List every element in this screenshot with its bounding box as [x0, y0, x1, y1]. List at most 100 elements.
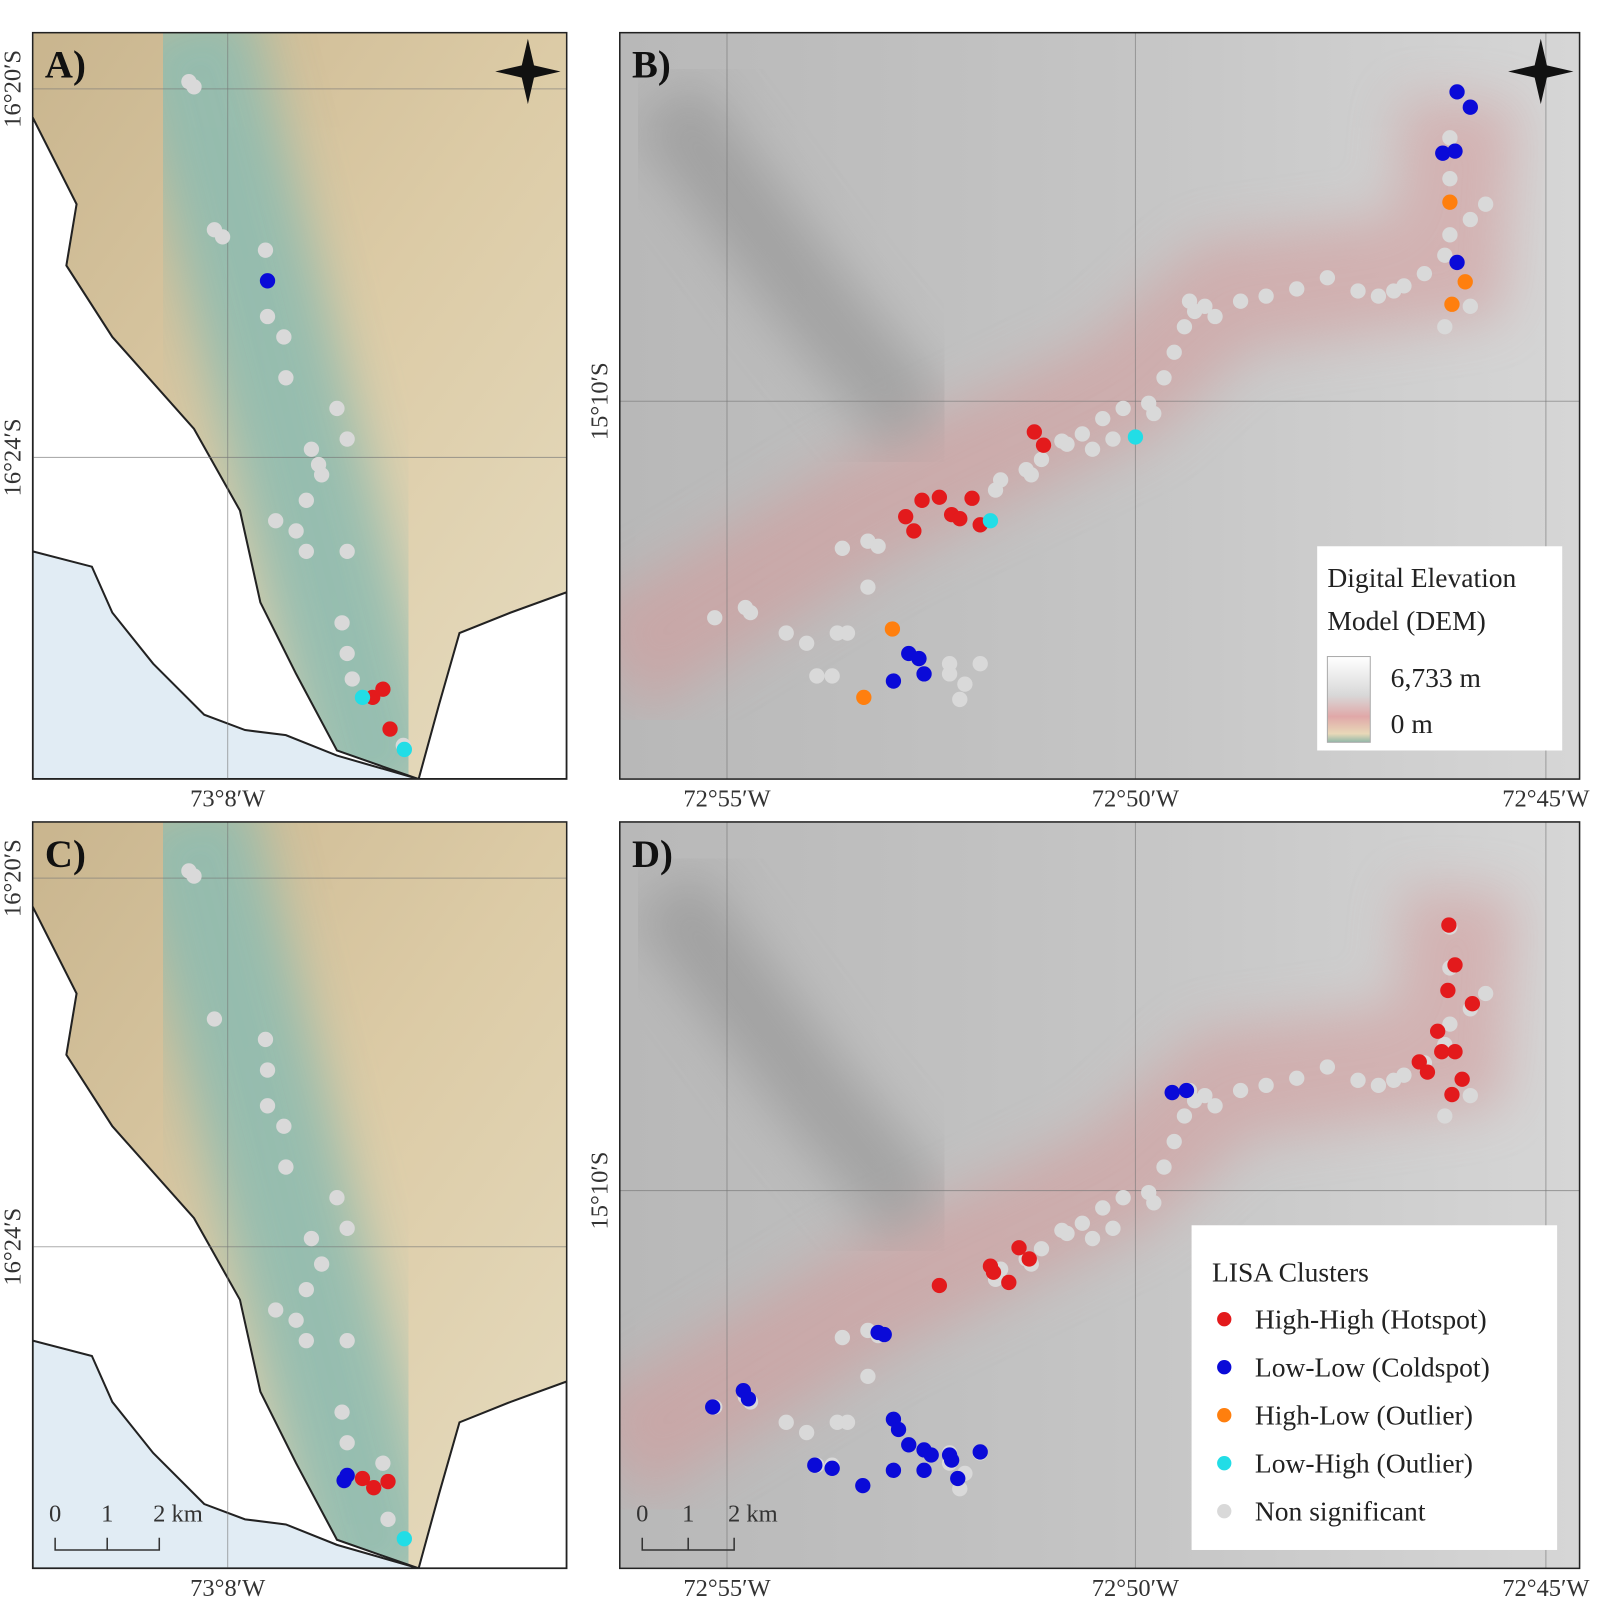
site-point [1207, 1098, 1223, 1114]
scale-label: 1 [101, 1500, 113, 1527]
site-point [884, 621, 901, 637]
site-point [298, 543, 314, 560]
legend-swatch [1217, 1456, 1232, 1471]
site-point [1442, 171, 1458, 187]
lon-label: 72°50′W [1092, 1575, 1180, 1600]
site-point [1396, 278, 1412, 294]
site-point [957, 676, 973, 692]
site-point [396, 741, 412, 758]
site-point [339, 431, 355, 447]
site-point [375, 1455, 391, 1471]
site-point [1319, 270, 1336, 286]
map-panel [32, 821, 567, 1569]
site-point [298, 1332, 314, 1349]
legend-swatch [1217, 1360, 1232, 1375]
site-point [259, 1098, 276, 1114]
lon-label: 72°50′W [1092, 786, 1180, 813]
site-point [1447, 957, 1463, 973]
site-point [941, 656, 958, 672]
site-point [329, 400, 345, 417]
panel-label: B) [632, 44, 671, 87]
site-point [1026, 424, 1042, 440]
lon-label: 72°45′W [1502, 786, 1590, 813]
site-point [1411, 1054, 1427, 1070]
site-point [339, 1435, 355, 1451]
site-point [276, 1118, 292, 1134]
ridge [631, 77, 951, 455]
site-point [1370, 288, 1387, 304]
site-point [1115, 400, 1131, 417]
site-point [972, 1444, 988, 1460]
site-point [257, 1031, 274, 1048]
site-point [366, 1480, 382, 1496]
site-point [1197, 298, 1213, 314]
valley [120, 821, 449, 1569]
site-point [987, 482, 1004, 498]
ridge [631, 866, 951, 1245]
panel-label: C) [45, 833, 86, 876]
site-point [354, 689, 371, 706]
site-point [1350, 1072, 1366, 1088]
site-point [268, 513, 284, 529]
site-point [906, 523, 922, 539]
site-point [807, 1457, 823, 1473]
site-point [870, 538, 886, 554]
scale-bar [641, 1537, 735, 1551]
site-point [396, 1531, 412, 1547]
site-point [798, 1424, 815, 1441]
site-point [303, 441, 320, 457]
site-point [1197, 1087, 1213, 1104]
site-point [778, 625, 794, 641]
site-point [972, 656, 988, 672]
site-point [380, 1473, 396, 1490]
north-arrow [1508, 38, 1574, 105]
site-point [1435, 145, 1451, 161]
site-point [1442, 227, 1458, 243]
lon-label: 72°55′W [683, 1575, 771, 1600]
site-point [860, 1368, 876, 1385]
site-point [1462, 1087, 1478, 1104]
site-point [1289, 1070, 1305, 1086]
site-point [950, 1470, 966, 1487]
site-point [1084, 1230, 1101, 1247]
site-point [923, 1447, 939, 1463]
lat-label: 16°24′S [0, 419, 26, 497]
site-point [186, 868, 202, 884]
dem-legend-title: Model (DEM) [1327, 605, 1485, 636]
site-point [1095, 410, 1111, 427]
site-point [1442, 194, 1458, 210]
site-point [856, 689, 872, 706]
lat-label: 15°10′S [587, 362, 614, 440]
site-point [876, 1326, 892, 1343]
legend-swatch [1217, 1504, 1232, 1519]
site-point [901, 1437, 917, 1453]
site-point [1429, 1023, 1446, 1039]
lat-label: 16°20′S [0, 50, 26, 128]
site-point [268, 1302, 284, 1318]
site-point [982, 513, 999, 529]
scale-label: 0 [636, 1500, 648, 1527]
map-panel [619, 32, 1580, 780]
site-point [1035, 437, 1052, 453]
site-point [1319, 1059, 1336, 1075]
site-point [1464, 996, 1481, 1012]
scale-label: 2 km [153, 1500, 203, 1527]
site-point [1095, 1200, 1111, 1216]
site-point [911, 650, 927, 667]
site-point [1477, 985, 1494, 1002]
site-point [329, 1190, 345, 1206]
site-point [339, 543, 355, 560]
site-point [1462, 99, 1478, 115]
site-point [839, 625, 856, 641]
site-point [375, 681, 391, 697]
site-point [298, 1281, 314, 1298]
site-point [1447, 143, 1463, 159]
site-point [798, 635, 815, 651]
site-point [1084, 441, 1101, 457]
site-point [834, 1329, 851, 1346]
site-point [1207, 308, 1223, 325]
ocean-side-land-mask [32, 116, 419, 780]
sea [32, 550, 419, 780]
site-point [916, 1462, 932, 1478]
site-point [1011, 1240, 1027, 1256]
